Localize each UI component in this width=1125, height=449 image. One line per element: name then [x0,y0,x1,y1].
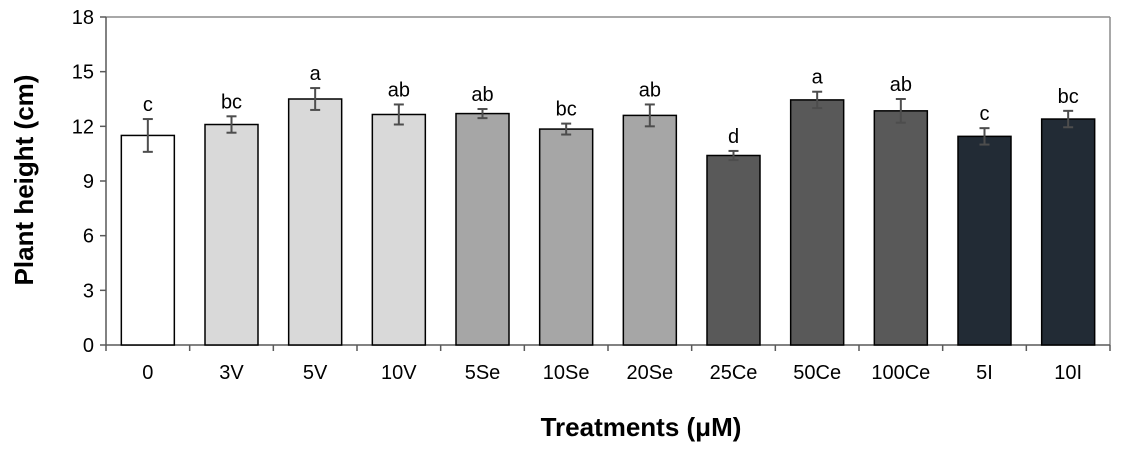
chart-x-tick-labels: 0 3V 5V 10V 5Se 10Se 20Se 25Ce 50Ce 100Ce 5I 10I [142,362,1082,384]
bar-10V [371,113,427,346]
x-tick-label: 25Ce [710,362,758,384]
error-bar-10I [1063,109,1074,129]
x-axis-title: Treatments (μM) [541,412,742,442]
error-bar-10V [393,103,404,126]
error-bar-100Ce [895,98,906,124]
bar-25Ce [706,154,761,346]
y-tick-label: 6 [83,226,94,248]
error-bar-50Ce [812,90,823,110]
x-tick-label: 20Se [626,362,673,384]
error-bar-3V [226,115,237,134]
x-tick-label: 10V [381,362,417,384]
y-tick-label: 15 [72,62,94,84]
error-bar-5Se [477,108,488,120]
bar-5Se [455,112,510,346]
chart-y-tick-labels: 0 3 6 9 12 15 18 [72,7,94,357]
bar-100Ce [873,110,929,346]
x-tick-label: 3V [219,362,244,384]
significance-label: ab [471,84,493,106]
bar-3V [204,123,259,346]
chart-bars [120,98,1096,346]
x-tick-label: 50Ce [793,362,841,384]
bar-5V [287,98,343,346]
error-bar-20Se [644,103,655,128]
significance-label: c [980,103,990,125]
x-tick-label: 5I [976,362,993,384]
x-tick-label: 5V [303,362,328,384]
error-bar-5V [310,87,321,111]
significance-label: bc [556,99,577,121]
bar-0 [120,134,176,346]
error-bar-0 [142,118,153,153]
significance-label: a [310,63,322,85]
bar-5I [957,135,1012,346]
significance-label: bc [1058,86,1079,108]
significance-label: c [143,94,153,116]
error-bar-10Se [561,122,572,136]
significance-label: a [812,67,824,89]
significance-label: d [728,126,739,148]
y-tick-label: 0 [83,335,94,357]
x-tick-label: 10I [1054,362,1082,384]
x-tick-label: 100Ce [871,362,930,384]
bar-20Se [622,114,678,346]
error-bar-25Ce [728,149,739,162]
significance-label: ab [388,79,410,101]
x-tick-label: 0 [142,362,153,384]
y-tick-label: 18 [72,7,94,29]
chart-significance-labels: c bc a ab ab bc ab d a ab c bc [143,63,1079,148]
bar-10Se [538,128,594,346]
error-bar-5I [979,127,990,146]
x-tick-label: 5Se [465,362,501,384]
chart-axes [100,16,1111,351]
bar-50Ce [789,99,845,346]
significance-label: bc [221,91,242,113]
y-tick-label: 3 [83,280,94,302]
x-tick-label: 10Se [543,362,590,384]
bar-10I [1040,118,1096,346]
significance-label: ab [890,74,912,96]
significance-label: ab [639,79,661,101]
y-tick-label: 9 [83,171,94,193]
y-axis-title: Plant height (cm) [9,75,39,286]
y-tick-label: 12 [72,116,94,138]
chart-error-bars [142,87,1074,162]
